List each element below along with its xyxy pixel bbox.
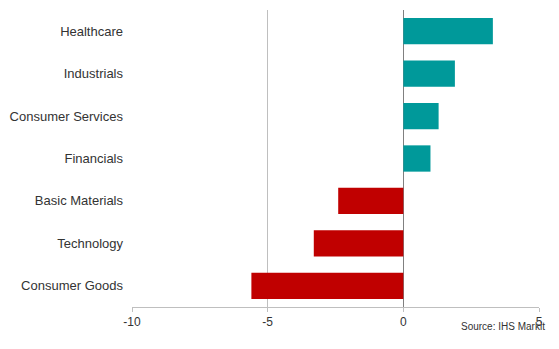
- svg-text:Consumer Services: Consumer Services: [10, 109, 124, 124]
- svg-text:-10: -10: [123, 315, 141, 329]
- svg-text:Financials: Financials: [64, 151, 123, 166]
- svg-text:Source: IHS Markit: Source: IHS Markit: [461, 321, 545, 332]
- svg-text:Basic Materials: Basic Materials: [35, 193, 124, 208]
- svg-text:Technology: Technology: [57, 236, 123, 251]
- svg-text:0: 0: [400, 315, 407, 329]
- svg-text:-5: -5: [262, 315, 273, 329]
- svg-text:Healthcare: Healthcare: [60, 24, 123, 39]
- svg-text:Industrials: Industrials: [64, 66, 124, 81]
- svg-text:Consumer Goods: Consumer Goods: [21, 278, 123, 293]
- svg-text:5: 5: [536, 315, 543, 329]
